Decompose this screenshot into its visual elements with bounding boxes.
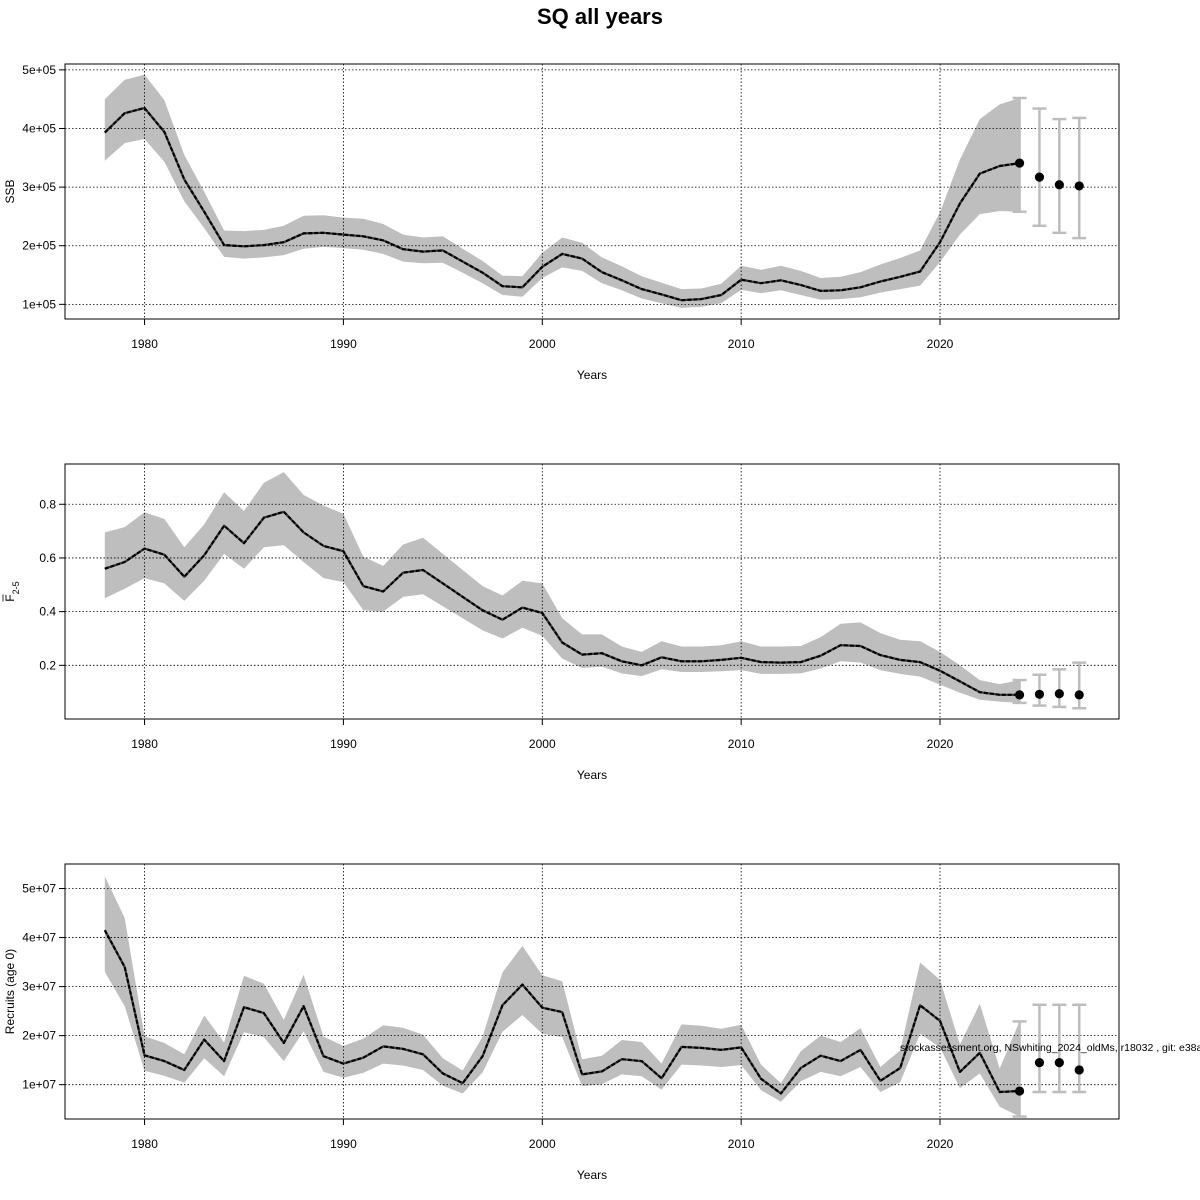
ssb-confidence-band [104,74,1020,308]
f-forecast-point [1074,690,1084,700]
recruits-forecast-point [1054,1058,1064,1068]
f-forecast-errorbar [1072,661,1087,710]
f-y-axis-label: F2-5 [3,581,21,601]
recruits-forecast-errorbar [1012,1020,1027,1118]
f-y-tick-label: 0.8 [39,497,56,511]
recruits-y-axis-label: Recruits (age 0) [3,949,17,1034]
ssb-x-axis-label: Years [577,368,607,382]
f-plot-frame [64,463,1120,720]
recruits-x-axis-label: Years [577,1168,607,1182]
ssb-y-tick-label: 3e+05 [22,180,56,194]
footnote: stockassessment.org, NSwhiting_2024_oldM… [900,1042,1200,1054]
ssb-plot-frame [64,63,1120,320]
ssb-y-axis-label: SSB [3,179,17,203]
f-forecast-errorbar [1052,668,1067,709]
f-x-axis-label: Years [577,768,607,782]
recruits-y-tick-label: 3e+07 [22,980,56,994]
ssb-forecast-point [1014,158,1025,168]
recruits-estimate-line [103,929,1020,1095]
f-estimate-line-dash [104,510,1020,696]
recruits-x-tick-label: 1990 [330,1137,357,1151]
f-y-tick-label: 0.4 [39,605,56,619]
ssb-y-tick-label: 2e+05 [22,239,56,253]
recruits-plot-frame [64,863,1120,1120]
f-panel: 1980 1990 2000 2010 2020 0.2 0.4 0.6 0.8 Years F2-… [2,463,1120,782]
f-x-tick-label: 2010 [728,737,755,751]
recruits-y-tick-label: 1e+07 [22,1078,56,1092]
recruits-forecast-errorbar [1072,1003,1087,1094]
recruits-x-tick-label: 2010 [728,1137,755,1151]
ssb-estimate-line-dash [104,106,1020,302]
ssb-forecast-point [1074,181,1084,191]
ssb-forecast-errorbar [1072,116,1087,240]
recruits-confidence-band [104,876,1020,1117]
ssb-y-tick-label: 5e+05 [22,63,56,77]
ssb-y-tick-label: 1e+05 [22,297,56,311]
f-confidence-band [104,472,1020,703]
f-forecast-point [1054,689,1064,699]
ssb-panel: 1980 1990 2000 2010 2020 1e+05 2e+05 3e+05 4e+05… [3,63,1120,382]
recruits-x-tick-label: 1980 [131,1137,158,1151]
f-y-tick-label: 0.6 [39,551,56,565]
ssb-forecast-errorbar [1012,96,1027,213]
ssb-forecast-point [1054,180,1064,190]
ssb-forecast-errorbar [1052,117,1067,235]
recruits-x-tick-label: 2020 [927,1137,954,1151]
ssb-x-tick-label: 2000 [529,337,556,351]
f-forecast-point [1014,690,1025,700]
recruits-forecast-errorbar [1052,1003,1067,1094]
ssb-y-tick-label: 4e+05 [22,121,56,135]
recruits-x-tick-label: 2000 [529,1137,556,1151]
panels: 1980 1990 2000 2010 2020 1e+05 2e+05 3e+05 4e+05… [2,63,1120,1182]
recruits-forecast-point [1014,1086,1025,1096]
ssb-x-tick-label: 2020 [927,337,954,351]
recruits-y-tick-label: 4e+07 [22,931,56,945]
f-x-tick-label: 2020 [927,737,954,751]
f-x-tick-label: 2000 [529,737,556,751]
ssb-forecast-errorbar [1032,107,1047,228]
f-forecast-point [1034,689,1045,699]
recruits-forecast-point [1074,1065,1084,1075]
recruits-panel: 1980 1990 2000 2010 2020 1e+07 2e+07 3e+07 4e+07… [3,863,1120,1182]
recruits-y-tick-label: 2e+07 [22,1029,56,1043]
f-y-axis-label-subscript: 2-5 [11,581,21,594]
ssb-x-tick-label: 1990 [330,337,357,351]
f-y-tick-label: 0.2 [39,658,56,672]
f-x-tick-label: 1990 [330,737,357,751]
ssb-forecast-point [1034,172,1045,182]
ssb-x-tick-label: 2010 [728,337,755,351]
f-x-tick-label: 1980 [131,737,158,751]
ssb-x-tick-label: 1980 [131,337,158,351]
figure-title: SQ all years [537,4,663,29]
recruits-y-tick-label: 5e+07 [22,882,56,896]
recruits-forecast-errorbar [1032,1003,1047,1094]
recruits-forecast-point [1034,1058,1045,1068]
